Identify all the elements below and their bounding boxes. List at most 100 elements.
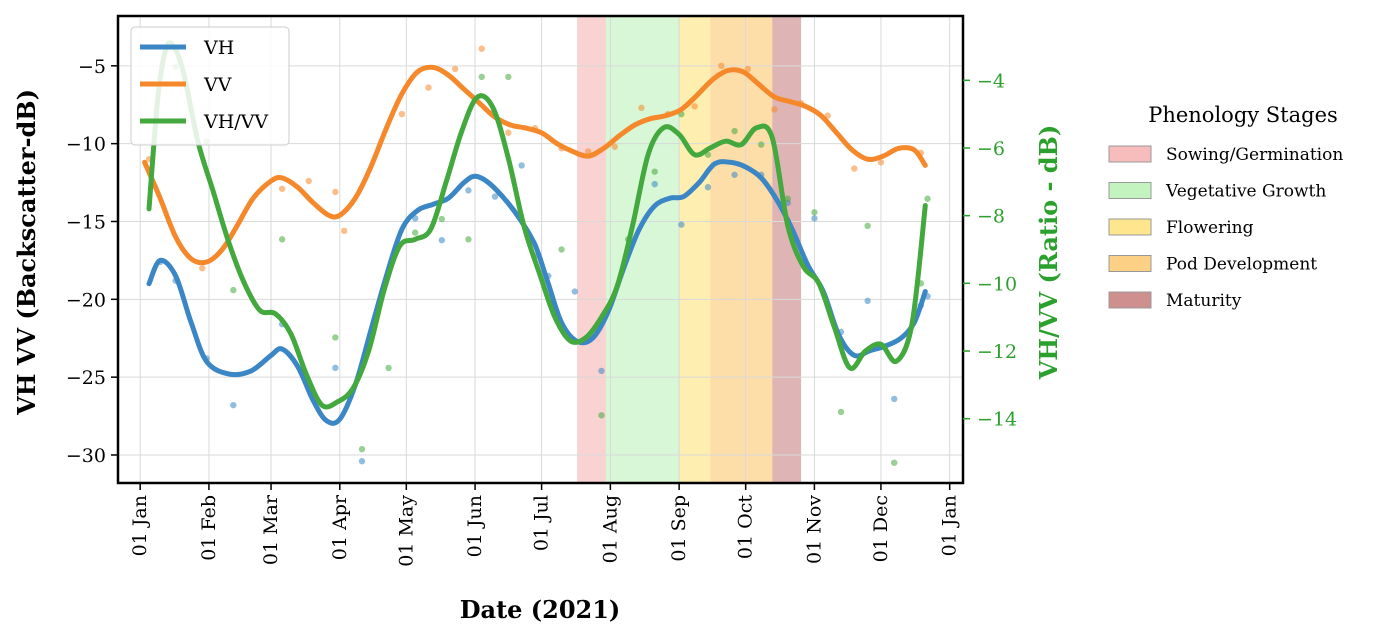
phenology-swatch-0 bbox=[1108, 145, 1152, 163]
point-1-15 bbox=[638, 104, 645, 112]
x-tick-label-12: 01 Jan bbox=[939, 495, 961, 556]
point-2-20 bbox=[731, 127, 738, 135]
point-0-6 bbox=[332, 364, 339, 372]
point-1-4 bbox=[332, 188, 339, 196]
x-tick-label-6: 01 Jul bbox=[531, 495, 553, 551]
point-2-15 bbox=[598, 412, 605, 419]
point-2-9 bbox=[438, 215, 446, 223]
left-tick-label-5: −5 bbox=[78, 56, 106, 78]
phenology-band-2 bbox=[679, 16, 711, 483]
point-0-15 bbox=[598, 367, 605, 375]
point-0-18 bbox=[678, 221, 685, 228]
series-line-1 bbox=[142, 64, 928, 266]
right-tick-label-4: −6 bbox=[977, 138, 1005, 160]
phenology-swatch-2 bbox=[1108, 218, 1152, 236]
point-2-28 bbox=[924, 195, 931, 202]
x-tick-label-4: 01 May bbox=[395, 495, 417, 567]
x-tick-label-2: 01 Mar bbox=[260, 494, 282, 565]
phenology-label-0: Sowing/Germination bbox=[1166, 145, 1343, 165]
x-tick-label-11: 01 Dec bbox=[870, 495, 892, 562]
phenology-swatch-3 bbox=[1108, 255, 1152, 272]
point-0-7 bbox=[358, 458, 366, 465]
point-1-17 bbox=[691, 103, 698, 110]
point-1-10 bbox=[505, 129, 512, 136]
right-axis-title: VH/VV (Ratio - dB) bbox=[1034, 125, 1063, 380]
right-tick-label-1: −12 bbox=[977, 341, 1017, 363]
phenology-label-2: Flowering bbox=[1166, 218, 1254, 238]
point-0-9 bbox=[438, 236, 446, 244]
point-0-25 bbox=[864, 297, 871, 305]
x-axis-ticks: 01 Jan 01 Feb 01 Mar 01 Apr 01 May 01 Jun 01 J… bbox=[129, 483, 961, 567]
point-1-14 bbox=[611, 143, 618, 150]
point-2-14 bbox=[558, 246, 565, 253]
series-line-0 bbox=[146, 159, 928, 426]
point-2-2 bbox=[230, 286, 237, 294]
point-2-25 bbox=[864, 222, 871, 230]
point-0-17 bbox=[651, 180, 658, 188]
point-1-2 bbox=[278, 185, 286, 192]
left-tick-label-3: −15 bbox=[66, 211, 106, 233]
phenology-label-3: Pod Development bbox=[1166, 255, 1317, 275]
point-2-8 bbox=[411, 229, 419, 236]
point-2-23 bbox=[811, 209, 818, 216]
point-2-10 bbox=[465, 236, 472, 243]
grid-lines bbox=[118, 16, 963, 483]
x-tick-label-0: 01 Jan bbox=[129, 495, 151, 556]
left-tick-label-1: −25 bbox=[66, 367, 106, 389]
phenology-label-4: Maturity bbox=[1166, 291, 1242, 311]
point-1-23 bbox=[851, 165, 858, 172]
point-0-23 bbox=[811, 215, 818, 222]
point-0-26 bbox=[891, 395, 898, 403]
phenology-legend-title: Phenology Stages bbox=[1148, 103, 1338, 127]
right-tick-label-0: −14 bbox=[977, 409, 1017, 431]
point-2-12 bbox=[505, 73, 512, 81]
series-legend: VH VV VH/VV bbox=[130, 26, 290, 146]
point-0-3 bbox=[230, 401, 237, 409]
point-2-17 bbox=[651, 168, 658, 175]
point-1-13 bbox=[584, 148, 592, 155]
phenology-band-0 bbox=[577, 16, 606, 483]
point-2-26 bbox=[891, 459, 898, 466]
right-tick-label-5: −4 bbox=[977, 70, 1005, 92]
point-2-5 bbox=[332, 334, 339, 341]
phenology-label-1: Vegetative Growth bbox=[1165, 182, 1326, 202]
phenology-bands bbox=[577, 16, 802, 483]
point-2-21 bbox=[757, 141, 765, 148]
x-tick-label-1: 01 Feb bbox=[198, 495, 220, 561]
point-0-12 bbox=[518, 162, 525, 169]
plot-frame bbox=[116, 14, 965, 485]
right-tick-label-2: −10 bbox=[977, 273, 1017, 295]
left-tick-label-2: −20 bbox=[66, 289, 106, 311]
left-tick-label-4: −10 bbox=[66, 134, 106, 156]
point-1-24 bbox=[877, 159, 885, 166]
phenology-swatch-1 bbox=[1108, 182, 1152, 199]
point-0-14 bbox=[571, 288, 579, 295]
left-tick-label-0: −30 bbox=[66, 445, 106, 467]
point-0-10 bbox=[465, 187, 472, 194]
point-1-19 bbox=[744, 65, 752, 73]
point-1-8 bbox=[451, 65, 459, 73]
x-axis-title: Date (2021) bbox=[460, 595, 621, 624]
point-1-3 bbox=[305, 177, 312, 185]
point-2-7 bbox=[385, 364, 392, 372]
point-0-20 bbox=[731, 171, 738, 178]
point-2-11 bbox=[478, 73, 485, 81]
x-tick-label-7: 01 Aug bbox=[599, 495, 621, 563]
point-2-24 bbox=[837, 408, 845, 416]
x-tick-label-9: 01 Oct bbox=[735, 495, 757, 559]
series-line-2 bbox=[146, 40, 928, 410]
left-axis-ticks: −30 −25 −20 −15 −10 −5 bbox=[66, 56, 118, 467]
point-1-20 bbox=[771, 106, 778, 113]
phenology-band-3 bbox=[710, 16, 773, 483]
point-1-5 bbox=[341, 227, 348, 235]
point-1-9 bbox=[478, 45, 485, 52]
legend-label-2: VH/VV bbox=[203, 111, 268, 133]
point-0-19 bbox=[704, 184, 712, 191]
legend-label-0: VH bbox=[203, 37, 234, 59]
left-axis-title: VH VV (Backscatter-dB) bbox=[12, 89, 41, 416]
x-tick-label-3: 01 Apr bbox=[329, 494, 351, 560]
x-tick-label-8: 01 Sep bbox=[668, 495, 690, 562]
x-tick-label-10: 01 Nov bbox=[803, 495, 825, 564]
phenology-swatch-4 bbox=[1108, 291, 1152, 309]
point-1-7 bbox=[425, 84, 432, 91]
